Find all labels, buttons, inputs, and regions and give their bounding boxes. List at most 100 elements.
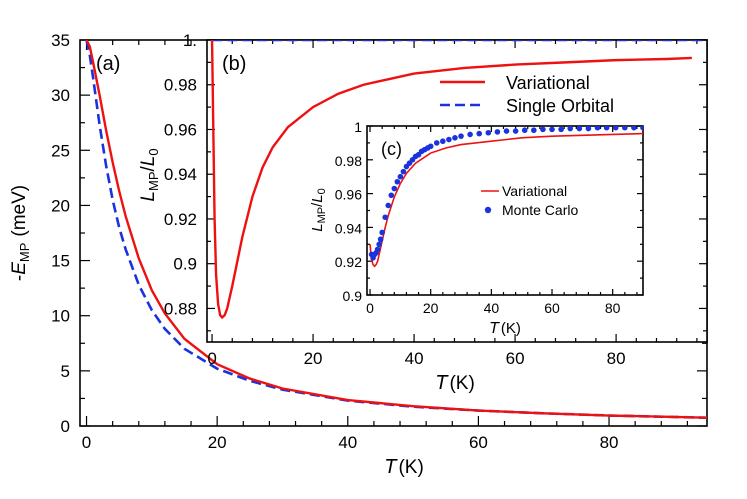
panel-c-monte-carlo-point bbox=[467, 131, 473, 138]
panel-b-ytick-label: 1. bbox=[183, 31, 197, 50]
panel-a-ylabel-sub: MP bbox=[17, 243, 32, 263]
panel-a-ytick-label: 5 bbox=[61, 362, 70, 381]
panel-c-monte-carlo-point bbox=[433, 140, 440, 146]
panel-c-monte-carlo-point bbox=[612, 126, 619, 131]
panel-c-monte-carlo-point bbox=[567, 126, 574, 132]
panel-b-ytick-label: 0.96 bbox=[164, 120, 197, 139]
panel-c-monte-carlo-point bbox=[379, 229, 385, 236]
panel-b-label: (b) bbox=[222, 53, 246, 75]
panel-a-ylabel-unit: (meV) bbox=[9, 185, 30, 237]
panel-b-ylabel-sub: MP bbox=[146, 172, 161, 192]
panel-c-monte-carlo-point bbox=[485, 129, 492, 136]
panel-c-xtick-label: 60 bbox=[544, 300, 560, 316]
panel-b-series-variational-line bbox=[210, 40, 692, 320]
panel-c-monte-carlo-point bbox=[394, 178, 401, 185]
panel-c-monte-carlo-point bbox=[631, 126, 637, 131]
panel-b-ytick-label: 0.88 bbox=[164, 299, 197, 318]
panel-c-label: (c) bbox=[381, 139, 402, 159]
panel-c-legend-monte-carlo-label: Monte Carlo bbox=[502, 202, 578, 218]
panel-c-monte-carlo-point bbox=[388, 192, 395, 199]
panel-c-monte-carlo-point bbox=[376, 241, 382, 248]
panel-c-xtick-label: 40 bbox=[484, 300, 500, 316]
panel-c-legend-monte-carlo-marker bbox=[484, 206, 492, 214]
panel-c-monte-carlo-point bbox=[594, 126, 601, 131]
panel-a-ylabel-prefix: - bbox=[9, 275, 30, 281]
panel-c-xtick-label: 20 bbox=[423, 300, 439, 316]
panel-b-ytick-label: 0.94 bbox=[164, 165, 197, 184]
panel-c-monte-carlo-point bbox=[503, 128, 510, 134]
panel-c-ytick-label: 0.92 bbox=[335, 254, 362, 270]
panel-b-xtick-label: 20 bbox=[304, 349, 323, 368]
panel-a-ytick-label: 25 bbox=[51, 141, 70, 160]
panel-c-monte-carlo-point bbox=[531, 127, 537, 134]
panel-b-ytick-label: 0.92 bbox=[164, 210, 197, 229]
panel-c-monte-carlo-point bbox=[549, 126, 555, 133]
panel-c-legend-variational-label: Variational bbox=[502, 183, 567, 199]
panel-a-xlabel-unit: (K) bbox=[398, 457, 423, 478]
panel-b-ylabel-denom: L bbox=[138, 156, 159, 167]
panel-c-ytick-label: 0.94 bbox=[335, 220, 362, 236]
panel-b-ylabel-denom-sub: 0 bbox=[146, 148, 161, 155]
panel-b-xlabel-var: T bbox=[435, 372, 449, 394]
panel-a-ylabel: -EMP (meV) bbox=[9, 185, 32, 281]
panel-b-tick-labels: 0 20 40 60 80 0.88 0.9 0.92 0.94 0.96 0.98 1. bbox=[164, 31, 626, 368]
panel-a-ytick-label: 35 bbox=[51, 31, 70, 50]
panel-b-xtick-label: 40 bbox=[405, 349, 424, 368]
panel-a-ytick-label: 15 bbox=[51, 252, 70, 271]
panel-a-ylabel-var: E bbox=[9, 262, 30, 275]
panel-c-series-variational-line bbox=[369, 132, 643, 268]
panel-c-monte-carlo-point bbox=[512, 128, 519, 134]
panel-c-xlabel-unit: (K) bbox=[501, 320, 521, 337]
panel-c-ylabel: LMP/L0 bbox=[309, 188, 328, 231]
panel-b-xlabel: T (K) bbox=[435, 372, 475, 394]
panel-c-xtick-label: 80 bbox=[605, 300, 621, 316]
panel-a-ytick-label: 10 bbox=[51, 307, 70, 326]
panel-c-ytick-label: 0.98 bbox=[335, 153, 362, 169]
panel-b-ylabel-slash: / bbox=[138, 166, 159, 172]
panel-a-xlabel: T (K) bbox=[384, 456, 424, 478]
panel-c-monte-carlo-point bbox=[446, 136, 452, 143]
panel-c-monte-carlo-point bbox=[385, 202, 392, 209]
panel-c-monte-carlo-point bbox=[374, 246, 381, 253]
panel-a-ytick-label: 20 bbox=[51, 196, 70, 215]
panel-c-ylabel-slash: / bbox=[309, 202, 326, 207]
panel-c-ticks bbox=[367, 125, 643, 296]
panel-c-monte-carlo-point bbox=[397, 173, 404, 180]
panel-c-monte-carlo-point bbox=[540, 126, 546, 133]
panel-a-xlabel-var: T bbox=[384, 456, 398, 478]
panel-c-monte-carlo-point bbox=[585, 126, 592, 132]
panel-c-ytick-label: 1 bbox=[354, 119, 362, 135]
panel-b-xtick-label: 60 bbox=[506, 349, 525, 368]
panel-b-plot-area bbox=[210, 40, 707, 320]
panel-c-ylabel-denom-sub: 0 bbox=[316, 188, 328, 194]
panel-c-monte-carlo-point bbox=[400, 168, 407, 175]
panel-a-ytick-label: 0 bbox=[61, 417, 70, 436]
panel-c-ylabel-var: L bbox=[309, 223, 326, 231]
panel-a-plot-area bbox=[85, 40, 707, 420]
panel-c-xlabel: T (K) bbox=[489, 320, 521, 337]
panel-c-monte-carlo-point bbox=[521, 127, 528, 134]
panel-c-monte-carlo-point bbox=[476, 130, 483, 137]
panel-b-ytick-label: 0.98 bbox=[164, 76, 197, 95]
panel-b-legend-variational-label: Variational bbox=[506, 73, 590, 93]
panel-c-monte-carlo-point bbox=[452, 135, 458, 141]
panel-c-monte-carlo-point bbox=[622, 126, 628, 131]
panel-c-monte-carlo-point bbox=[382, 214, 388, 221]
panel-c-monte-carlo-point bbox=[377, 236, 384, 243]
panel-a-xtick-label: 60 bbox=[469, 433, 488, 452]
panel-c-ytick-label: 0.96 bbox=[335, 187, 362, 203]
panel-c-monte-carlo-point bbox=[440, 138, 446, 145]
panel-a-series-single-orbital-line bbox=[85, 40, 707, 420]
panel-a-label: (a) bbox=[96, 53, 120, 75]
panel-c-monte-carlo-point bbox=[494, 129, 501, 135]
panel-a-ytick-label: 30 bbox=[51, 86, 70, 105]
panel-c-series-monte-carlo-points bbox=[368, 126, 643, 261]
panel-a-xtick-label: 0 bbox=[82, 433, 91, 452]
panel-c-tick-labels: 0 20 40 60 80 0.9 0.92 0.94 0.96 0.98 1 bbox=[335, 119, 621, 316]
panel-c-ylabel-sub: MP bbox=[316, 207, 328, 224]
panel-c-plot-area bbox=[368, 126, 643, 268]
panel-c-monte-carlo-point bbox=[391, 185, 398, 192]
panel-c-ylabel-denom: L bbox=[309, 194, 326, 202]
